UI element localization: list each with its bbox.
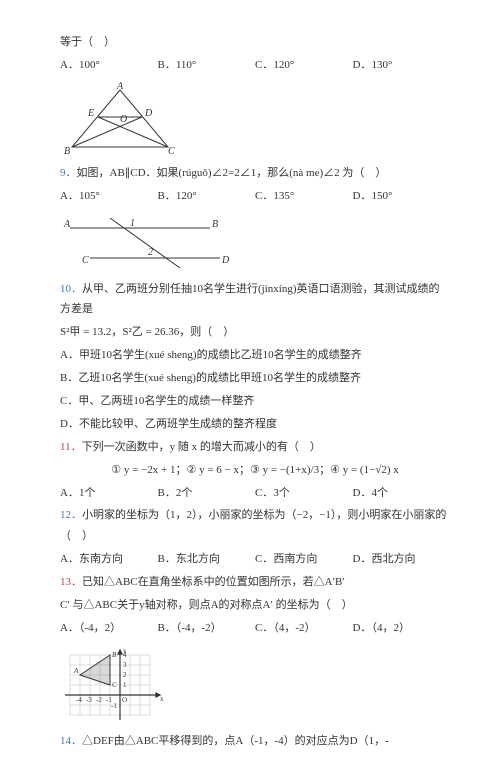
- grid-t2: -2: [96, 696, 102, 704]
- par-label-1: 1: [130, 218, 135, 229]
- q12-line: 12．小明家的坐标为（1，2），小丽家的坐标为（−2，−1），则小明家在小丽家的…: [60, 505, 450, 547]
- q13-stem2: C′ 与△ABC关于y轴对称，则点A的对称点A′ 的坐标为（ ）: [60, 595, 450, 616]
- grid-t7: 3: [123, 661, 127, 669]
- q10-opt-c: C．甲、乙两班10名学生的成绩一样整齐: [60, 391, 450, 412]
- q14-num: 14．: [60, 735, 82, 747]
- q12-num: 12．: [60, 509, 82, 521]
- q8-options: A．100° B．110° C．120° D．130°: [60, 55, 450, 76]
- grid-t8: 4: [123, 651, 127, 659]
- q13-opt-d: D．（4，2）: [353, 618, 451, 639]
- grid-t0: -4: [76, 696, 82, 704]
- q10-opt-b: B．乙班10名学生(xué sheng)的成绩比甲班10名学生的成绩整齐: [60, 368, 450, 389]
- q9-num: 9．: [60, 167, 77, 179]
- q8-opt-d: D．130°: [353, 55, 451, 76]
- q11-num: 11．: [60, 441, 82, 453]
- q12-stem: 小明家的坐标为（1，2），小丽家的坐标为（−2，−1），则小明家在小丽家的（ ）: [60, 509, 446, 542]
- q11-line: 11．下列一次函数中，y 随 x 的增大而减小的有（ ）: [60, 437, 450, 458]
- par-label-b: B: [212, 219, 218, 230]
- q11-stem: 下列一次函数中，y 随 x 的增大而减小的有（ ）: [82, 441, 321, 453]
- tri-label-d: D: [144, 108, 153, 119]
- q9-opt-d: D．150°: [353, 186, 451, 207]
- par-label-a: A: [63, 219, 71, 230]
- q9-options: A．105° B．120° C．135° D．150°: [60, 186, 450, 207]
- grid-B: B: [112, 651, 117, 659]
- grid-A: A: [73, 667, 79, 675]
- q14-stem: △DEF由△ABC平移得到的，点A（-1，-4）的对应点为D（1，-: [82, 735, 389, 747]
- grid-t4: -1: [111, 702, 117, 710]
- q12-opt-a: A．东南方向: [60, 549, 158, 570]
- grid-C: C: [112, 681, 117, 689]
- par-label-2: 2: [148, 247, 153, 258]
- grid-x: x: [160, 695, 164, 703]
- q10-stem: 从甲、乙两班分别任抽10名学生进行(jìnxíng)英语口语测验，其测试成绩的方…: [60, 283, 440, 316]
- q11-opt-b: B．2个: [158, 483, 256, 504]
- triangle-figure: A B C E D O: [60, 82, 190, 157]
- q9-opt-c: C．135°: [255, 186, 353, 207]
- q10-line: 10．从甲、乙两班分别任抽10名学生进行(jìnxíng)英语口语测验，其测试成…: [60, 279, 450, 321]
- q13-opt-b: B．（-4，-2）: [158, 618, 256, 639]
- q13-stem1: 已知△ABC在直角坐标系中的位置如图所示，若△A′B′: [82, 576, 345, 588]
- q12-opt-b: B．东北方向: [158, 549, 256, 570]
- q11-opt-d: D．4个: [353, 483, 451, 504]
- q13-opt-c: C．（4，-2）: [255, 618, 353, 639]
- par-label-d: D: [221, 255, 230, 266]
- q9-opt-b: B．120°: [158, 186, 256, 207]
- tri-label-e: E: [87, 108, 94, 119]
- q9-stem: 如图，AB∥CD．如果(rúguǒ)∠2=2∠1，那么(nà me)∠2 为（ …: [77, 167, 387, 179]
- q13-opt-a: A．（-4，2）: [60, 618, 158, 639]
- grid-t6: 2: [123, 671, 127, 679]
- q12-options: A．东南方向 B．东北方向 C．西南方向 D．西北方向: [60, 549, 450, 570]
- q11-opt-c: C．3个: [255, 483, 353, 504]
- q10-num: 10．: [60, 283, 82, 295]
- parallel-figure: A B C D 1 2: [60, 213, 230, 273]
- q12-opt-d: D．西北方向: [353, 549, 451, 570]
- grid-t1: -3: [86, 696, 92, 704]
- q8-opt-a: A．100°: [60, 55, 158, 76]
- q13-num: 13．: [60, 576, 82, 588]
- grid-figure: x y A B C -4 -3 -2 -1 -1 1 2 3 4 O: [60, 645, 170, 725]
- q10-opt-a: A．甲班10名学生(xué sheng)的成绩比乙班10名学生的成绩整齐: [60, 345, 450, 366]
- q13-options: A．（-4，2） B．（-4，-2） C．（4，-2） D．（4，2）: [60, 618, 450, 639]
- q10-opt-d: D．不能比较甲、乙两班学生成绩的整齐程度: [60, 414, 450, 435]
- q9-opt-a: A．105°: [60, 186, 158, 207]
- q8-opt-c: C．120°: [255, 55, 353, 76]
- q12-opt-c: C．西南方向: [255, 549, 353, 570]
- q14-line: 14．△DEF由△ABC平移得到的，点A（-1，-4）的对应点为D（1，-: [60, 731, 450, 752]
- grid-O: O: [122, 696, 127, 704]
- q11-opt-a: A．1个: [60, 483, 158, 504]
- q11-options: A．1个 B．2个 C．3个 D．4个: [60, 483, 450, 504]
- q8-stem: 等于（ ）: [60, 32, 450, 53]
- q8-opt-b: B．110°: [158, 55, 256, 76]
- q13-line1: 13．已知△ABC在直角坐标系中的位置如图所示，若△A′B′: [60, 572, 450, 593]
- tri-label-o: O: [120, 114, 127, 125]
- tri-label-b: B: [64, 146, 70, 157]
- q10-var: S²甲 = 13.2，S²乙 = 26.36，则（ ）: [60, 322, 450, 343]
- q9-line: 9．如图，AB∥CD．如果(rúguǒ)∠2=2∠1，那么(nà me)∠2 为…: [60, 163, 450, 184]
- grid-t5: 1: [123, 681, 127, 689]
- tri-label-c: C: [168, 146, 175, 157]
- q11-eqs: ① y = −2x + 1；② y = 6 − x；③ y = −(1+x)/3…: [60, 460, 450, 481]
- tri-label-a: A: [116, 82, 124, 92]
- par-label-c: C: [82, 255, 89, 266]
